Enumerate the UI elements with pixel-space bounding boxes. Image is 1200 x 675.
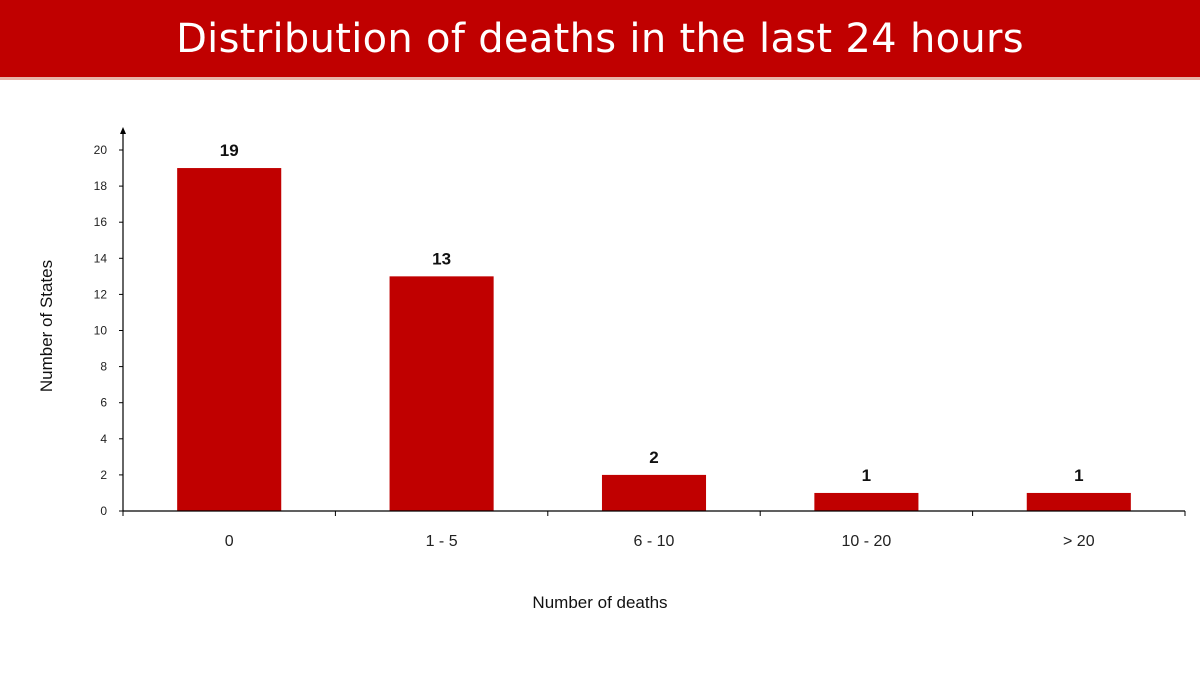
y-tick-label: 18 bbox=[94, 179, 108, 193]
bar bbox=[177, 168, 282, 512]
bar bbox=[389, 276, 494, 511]
y-tick-label: 4 bbox=[100, 432, 107, 446]
bar-value-label: 1 bbox=[862, 466, 871, 485]
bar bbox=[814, 492, 919, 511]
y-tick-label: 14 bbox=[94, 251, 108, 265]
bar-value-label: 2 bbox=[649, 448, 658, 467]
y-tick-label: 6 bbox=[100, 396, 107, 410]
y-tick-label: 8 bbox=[100, 360, 107, 374]
x-tick-label: 1 - 5 bbox=[426, 533, 458, 550]
x-axis-title: Number of deaths bbox=[532, 593, 667, 612]
y-axis-arrow bbox=[120, 127, 126, 134]
y-tick-label: 2 bbox=[100, 468, 107, 482]
x-tick-label: 10 - 20 bbox=[841, 533, 891, 550]
y-axis-ticks: 0 2 4 6 8 10 12 14 16 18 20 bbox=[94, 143, 123, 518]
chart-title: Distribution of deaths in the last 24 ho… bbox=[176, 15, 1024, 62]
y-tick-label: 12 bbox=[94, 287, 108, 301]
y-tick-label: 10 bbox=[94, 324, 108, 338]
bar bbox=[601, 474, 707, 511]
x-axis-ticks: 0 1 - 5 6 - 10 10 - 20 > 20 bbox=[122, 511, 1186, 550]
axes bbox=[120, 127, 1185, 512]
x-tick-label: 0 bbox=[225, 533, 234, 550]
x-tick-label: 6 - 10 bbox=[634, 533, 675, 550]
bar-value-label: 1 bbox=[1074, 466, 1083, 485]
bar-value-label: 13 bbox=[432, 249, 451, 268]
y-tick-label: 0 bbox=[100, 504, 107, 518]
title-banner: Distribution of deaths in the last 24 ho… bbox=[0, 0, 1200, 80]
value-labels: 19 13 2 1 1 bbox=[220, 141, 1084, 485]
x-tick-label: > 20 bbox=[1063, 533, 1095, 550]
y-tick-label: 16 bbox=[94, 215, 108, 229]
y-tick-label: 20 bbox=[94, 143, 108, 157]
bars bbox=[177, 168, 1131, 512]
bar-value-label: 19 bbox=[220, 141, 239, 160]
bar bbox=[1026, 492, 1131, 511]
y-axis-title: Number of States bbox=[37, 260, 56, 392]
